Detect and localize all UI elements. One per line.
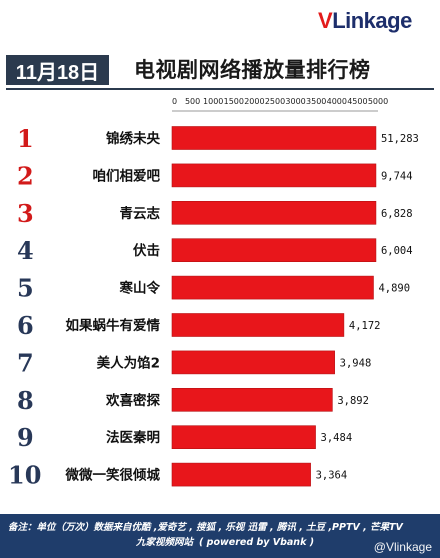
rank-number: 4 <box>17 236 34 265</box>
watermark: @Vlinkage <box>373 540 432 554</box>
category-label: 美人为馅2 <box>97 354 160 371</box>
value-label: 4,172 <box>349 320 381 332</box>
category-label: 如果蜗牛有爱情 <box>66 317 161 334</box>
rank-number: 10 <box>8 461 41 490</box>
footer-note: 备注：单位（万次）数据来自优酷 ,爱奇艺 , 搜狐 , 乐视 迅雷 , 腾讯 ,… <box>8 522 403 533</box>
x-tick-label: 3500 <box>306 97 326 106</box>
x-tick-label: 1000 <box>203 97 223 106</box>
category-label: 寒山令 <box>120 280 161 297</box>
bar <box>171 201 377 225</box>
footer-powered-by: ( powered by Vbank ) <box>199 537 315 548</box>
rank-number: 6 <box>17 311 34 340</box>
rank-number: 3 <box>17 199 34 228</box>
bar <box>171 462 311 487</box>
value-label: 9,744 <box>381 170 413 182</box>
category-label: 法医秦明 <box>106 429 160 446</box>
vlinkage-logo: VLinkage <box>318 8 412 34</box>
bar <box>171 126 377 150</box>
bar <box>171 163 377 188</box>
ranking-bar-chart: 0 500 1000 1500 2000 2500 3000 3500 4000 4500 5000… <box>8 97 419 490</box>
x-tick-label: 500 <box>185 97 200 106</box>
value-label: 3,364 <box>316 470 348 482</box>
x-tick-label: 5000 <box>368 97 388 106</box>
value-label: 51,283 <box>381 133 419 145</box>
x-tick-label: 0 <box>172 97 177 106</box>
bar <box>171 238 377 262</box>
rank-number: 8 <box>17 386 34 415</box>
rank-number: 2 <box>17 161 34 190</box>
value-label: 3,948 <box>340 357 372 369</box>
rank-number: 7 <box>17 348 34 377</box>
bar <box>171 313 345 337</box>
x-tick-label: 2500 <box>265 97 285 106</box>
bar <box>171 275 374 300</box>
bar <box>171 387 333 412</box>
value-label: 6,828 <box>381 208 413 220</box>
date-badge: 11月18日 <box>6 55 109 85</box>
footer-credit: 九家视频网站 ( powered by Vbank ) <box>136 534 314 548</box>
x-tick-label: 3000 <box>285 97 305 106</box>
category-label: 微微一笑很倾城 <box>65 467 161 484</box>
logo-v: V <box>318 8 333 33</box>
value-label: 3,484 <box>321 432 353 444</box>
rank-number: 9 <box>17 423 34 452</box>
category-label: 欢喜密探 <box>105 392 160 409</box>
chart-title: 电视剧网络播放量排行榜 <box>134 58 371 82</box>
rank-number: 1 <box>17 124 34 153</box>
value-label: 3,892 <box>337 395 369 407</box>
value-label: 6,004 <box>381 245 413 257</box>
bar <box>171 350 335 375</box>
category-label: 咱们相爱吧 <box>93 167 161 184</box>
category-label: 青云志 <box>120 205 161 222</box>
rank-number: 5 <box>17 274 34 303</box>
footer-site-count: 九家视频网站 <box>136 537 194 548</box>
footer-banner: 备注：单位（万次）数据来自优酷 ,爱奇艺 , 搜狐 , 乐视 迅雷 , 腾讯 ,… <box>0 514 440 558</box>
x-tick-label: 1500 <box>224 97 244 106</box>
logo-text: Linkage <box>332 8 412 33</box>
category-label: 锦绣未央 <box>106 130 160 147</box>
bar <box>171 425 316 450</box>
x-tick-label: 4000 <box>327 97 347 106</box>
x-tick-label: 4500 <box>347 97 367 106</box>
title-underline <box>6 88 434 90</box>
value-label: 4,890 <box>378 283 410 295</box>
x-tick-label: 2000 <box>244 97 264 106</box>
category-label: 伏击 <box>133 242 160 259</box>
